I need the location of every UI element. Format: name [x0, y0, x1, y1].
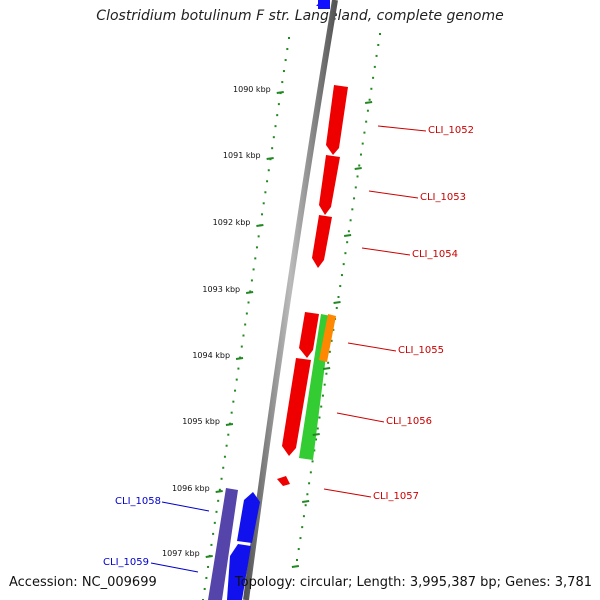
scale-tick — [235, 357, 244, 360]
gene-feature-cli-1052 — [326, 85, 348, 155]
outer-scale-tick — [322, 367, 331, 370]
outer-scale-tick — [302, 500, 310, 503]
gene-label[interactable]: CLI_1056 — [386, 416, 432, 427]
gene-labels: CLI_1052 CLI_1053 CLI_1054 CLI_1055 CLI_1056… — [103, 125, 474, 573]
feature-top-fragment — [316, 0, 330, 9]
scale-tick-label: 1092 kbp — [213, 218, 251, 227]
gene-leader-line — [361, 247, 411, 256]
scale-ticks: 1090 kbp 1091 kbp 1092 kbp 1093 kbp 1094 kbp… — [162, 85, 373, 568]
scale-tick — [205, 555, 213, 558]
outer-scale-tick — [333, 301, 341, 304]
outer-scale-tick — [364, 101, 373, 104]
gene-leader-line — [347, 342, 397, 352]
gene-feature-cli-1056 — [282, 358, 311, 456]
gene-leader-line — [336, 412, 385, 423]
scale-tick — [276, 91, 284, 94]
topology-text: Topology: circular; Length: 3,995,387 bp… — [234, 575, 592, 590]
scale-tick-label: 1094 kbp — [192, 351, 230, 360]
accession-text: Accession: NC_009699 — [9, 575, 157, 590]
scale-tick-label: 1095 kbp — [182, 417, 220, 426]
scale-tick-label: 1097 kbp — [162, 549, 200, 558]
gene-label[interactable]: CLI_1053 — [420, 192, 466, 203]
gene-label[interactable]: CLI_1057 — [373, 491, 419, 502]
purple-feature — [208, 488, 238, 600]
outer-scale-tick — [343, 234, 352, 237]
scale-tick-label: 1091 kbp — [223, 151, 261, 160]
scale-tick — [215, 490, 223, 493]
scale-tick — [266, 157, 274, 160]
scale-tick-label: 1090 kbp — [233, 85, 271, 94]
map-title: Clostridium botulinum F str. Langeland, … — [96, 8, 504, 24]
gene-label[interactable]: CLI_1052 — [428, 125, 474, 136]
scale-tick-label: 1096 kbp — [172, 484, 210, 493]
gene-feature-cli-1053 — [319, 155, 340, 215]
gene-label[interactable]: CLI_1055 — [398, 345, 444, 356]
gene-leader-line — [161, 501, 210, 512]
outer-scale-tick — [354, 167, 362, 170]
scale-tick — [245, 291, 254, 294]
gene-feature-cli-1059 — [227, 544, 251, 600]
scale-tick — [225, 423, 234, 426]
gene-feature-cli-1054 — [312, 215, 332, 268]
gene-feature-cli-1058 — [237, 492, 260, 543]
gene-label[interactable]: CLI_1059 — [103, 557, 149, 568]
scale-tick-label: 1093 kbp — [202, 285, 240, 294]
gene-leader-line — [150, 562, 199, 573]
orange-feature — [319, 314, 336, 362]
forward-strand-features — [277, 85, 348, 486]
gene-label[interactable]: CLI_1054 — [412, 249, 458, 260]
gene-feature-cli-1055 — [299, 312, 319, 358]
gene-leader-line — [368, 190, 419, 199]
scale-tick — [256, 224, 264, 227]
gene-leader-line — [377, 125, 427, 132]
reverse-strand-features — [208, 488, 260, 600]
gene-label[interactable]: CLI_1058 — [115, 496, 161, 507]
outer-scale-tick — [291, 565, 300, 568]
gene-feature-cli-1057 — [277, 476, 290, 486]
outer-scale-tick — [312, 433, 320, 436]
gene-leader-line — [323, 488, 372, 498]
